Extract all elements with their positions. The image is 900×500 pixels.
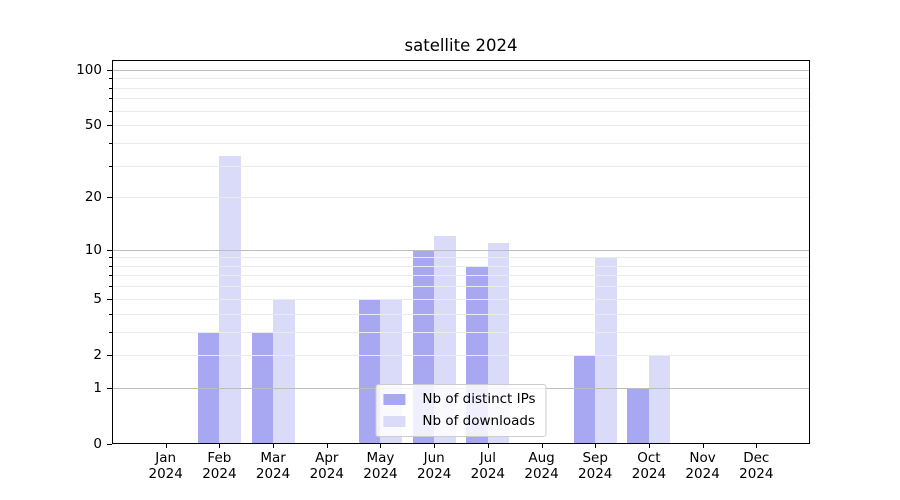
gridline-minor bbox=[112, 257, 810, 259]
x-tick-label: Jun 2024 bbox=[416, 450, 452, 482]
bar-nb-of-downloads-feb bbox=[219, 155, 241, 444]
y-tick bbox=[107, 69, 112, 71]
gridline-minor bbox=[112, 331, 810, 333]
y-tick bbox=[107, 354, 112, 356]
x-tick bbox=[487, 444, 489, 448]
x-tick-label: Sep 2024 bbox=[578, 450, 613, 482]
y-tick-minor bbox=[109, 110, 112, 112]
gridline-minor bbox=[112, 142, 810, 144]
x-tick-label: Aug 2024 bbox=[524, 450, 559, 482]
x-tick-label: Oct 2024 bbox=[631, 450, 667, 482]
x-tick bbox=[702, 444, 704, 448]
x-tick-label: Mar 2024 bbox=[255, 450, 291, 482]
legend-entry: Nb of distinct IPs bbox=[383, 391, 536, 407]
x-tick-label: Feb 2024 bbox=[202, 450, 237, 482]
x-tick bbox=[380, 444, 382, 448]
legend: Nb of distinct IPs Nb of downloads bbox=[375, 384, 547, 437]
y-tick bbox=[107, 298, 112, 300]
y-tick-minor bbox=[109, 286, 112, 288]
gridline-minor bbox=[112, 275, 810, 277]
bar-nb-of-distinct-ips-feb bbox=[197, 331, 220, 444]
gridline-minor bbox=[112, 265, 810, 267]
plot-frame bbox=[112, 60, 810, 444]
gridline-minor bbox=[112, 98, 810, 100]
gridline-minor bbox=[112, 87, 810, 89]
gridline-minor bbox=[112, 125, 810, 127]
gridline-major bbox=[112, 69, 810, 71]
legend-entry: Nb of downloads bbox=[383, 414, 535, 429]
gridline-minor bbox=[112, 313, 810, 315]
gridline-minor bbox=[112, 78, 810, 80]
y-tick-minor bbox=[109, 265, 112, 267]
y-tick-minor bbox=[109, 257, 112, 259]
x-tick bbox=[756, 444, 758, 448]
x-tick bbox=[434, 444, 436, 448]
bars-layer bbox=[112, 60, 810, 444]
legend-label: Nb of downloads bbox=[422, 413, 535, 429]
bar-nb-of-distinct-ips-sep bbox=[573, 354, 596, 444]
y-tick bbox=[107, 387, 112, 389]
y-tick-label: 1 bbox=[93, 379, 102, 396]
y-tick-minor bbox=[109, 98, 112, 100]
y-tick-label: 20 bbox=[84, 189, 102, 206]
y-tick-label: 50 bbox=[84, 117, 102, 134]
x-tick-label: Nov 2024 bbox=[685, 450, 720, 482]
y-tick-minor bbox=[109, 165, 112, 167]
y-tick-label: 0 bbox=[93, 436, 102, 452]
legend-label: Nb of distinct IPs bbox=[422, 391, 536, 407]
legend-color-swatch-downloads bbox=[383, 416, 406, 427]
gridline-minor bbox=[112, 197, 810, 199]
bar-nb-of-downloads-oct bbox=[648, 354, 671, 444]
bar-nb-of-downloads-sep bbox=[595, 257, 617, 444]
gridline-minor bbox=[112, 110, 810, 112]
y-tick bbox=[107, 444, 112, 445]
x-tick bbox=[219, 444, 221, 448]
x-tick bbox=[165, 444, 167, 448]
y-tick-minor bbox=[109, 313, 112, 315]
x-tick-label: Dec 2024 bbox=[739, 450, 774, 482]
x-tick-label: Jul 2024 bbox=[470, 450, 506, 482]
y-tick-minor bbox=[109, 142, 112, 144]
gridline-minor bbox=[112, 165, 810, 167]
plot-area: Nb of distinct IPs Nb of downloads bbox=[112, 60, 810, 444]
bar-nb-of-distinct-ips-mar bbox=[251, 331, 274, 444]
x-tick-label: Jan 2024 bbox=[148, 450, 183, 482]
gridline-major bbox=[112, 249, 810, 251]
y-tick-minor bbox=[109, 331, 112, 333]
bar-nb-of-downloads-mar bbox=[273, 298, 295, 444]
gridline-minor bbox=[112, 286, 810, 288]
y-tick-label: 100 bbox=[76, 61, 102, 78]
y-tick-label: 2 bbox=[93, 346, 102, 363]
x-tick bbox=[595, 444, 597, 448]
gridline-minor bbox=[112, 354, 810, 356]
x-tick bbox=[541, 444, 543, 448]
x-tick-label: Apr 2024 bbox=[309, 450, 344, 482]
x-tick bbox=[648, 444, 650, 448]
legend-color-swatch-ips bbox=[383, 394, 406, 405]
y-tick bbox=[107, 125, 112, 127]
bar-nb-of-distinct-ips-oct bbox=[627, 387, 649, 444]
y-tick bbox=[107, 197, 112, 199]
y-tick-label: 5 bbox=[93, 290, 102, 307]
y-tick bbox=[107, 249, 112, 251]
x-tick bbox=[326, 444, 328, 448]
chart-title: satellite 2024 bbox=[404, 36, 518, 55]
bar-nb-of-distinct-ips-may bbox=[358, 298, 381, 444]
y-tick-label: 10 bbox=[84, 241, 102, 258]
x-tick-label: May 2024 bbox=[363, 450, 398, 482]
y-tick-minor bbox=[109, 78, 112, 80]
x-tick bbox=[273, 444, 275, 448]
gridline-minor bbox=[112, 298, 810, 300]
y-tick-minor bbox=[109, 87, 112, 89]
y-tick-minor bbox=[109, 275, 112, 277]
